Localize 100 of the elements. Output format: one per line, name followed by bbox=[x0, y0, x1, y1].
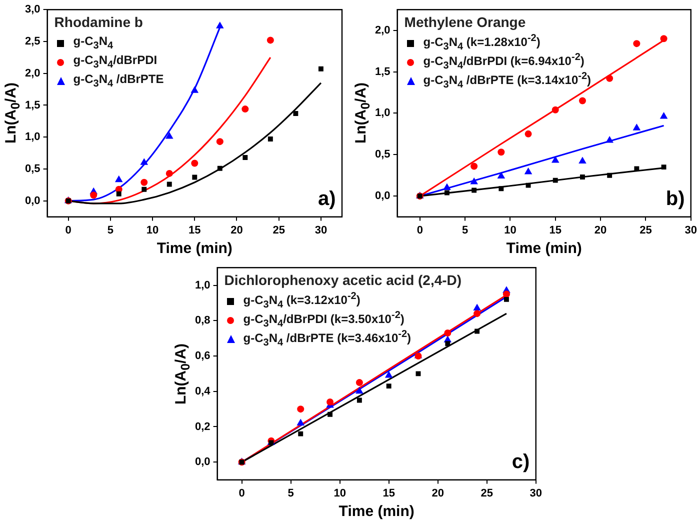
x-tick-label: 25 bbox=[640, 224, 652, 236]
y-tick-label: 2,0 bbox=[374, 24, 390, 36]
point bbox=[216, 22, 224, 28]
point bbox=[116, 191, 122, 196]
x-tick-label: 5 bbox=[107, 224, 114, 236]
x-tick-label: 25 bbox=[480, 487, 493, 500]
x-tick-label: 20 bbox=[432, 487, 444, 500]
legend-label: g-C$_{3}$N$_{4}$ /dBrPTE bbox=[73, 72, 164, 90]
y-tick-label: 1,5 bbox=[374, 66, 390, 78]
point bbox=[524, 130, 532, 138]
y-tick-label: 0,5 bbox=[24, 163, 40, 176]
chart-title: Methylene Orange bbox=[404, 14, 526, 30]
y-tick-label: 0,8 bbox=[194, 314, 210, 327]
x-tick-label: 30 bbox=[530, 487, 542, 500]
point bbox=[166, 170, 173, 177]
point bbox=[384, 370, 393, 378]
point bbox=[660, 112, 668, 119]
point bbox=[634, 166, 640, 172]
x-tick-label: 20 bbox=[594, 224, 607, 236]
point bbox=[526, 182, 531, 188]
point bbox=[524, 168, 532, 174]
point bbox=[356, 398, 362, 403]
legend-label: g-C$_{3}$N$_{4}$ (k=1.28x10$^{-2}$) bbox=[423, 33, 540, 53]
point bbox=[473, 304, 481, 311]
point bbox=[498, 186, 504, 192]
point bbox=[296, 418, 305, 426]
x-tick-label: 0 bbox=[238, 487, 245, 500]
point bbox=[443, 183, 451, 190]
legend-label: g-C$_{3}$N$_{4}$ bbox=[73, 34, 114, 52]
x-tick-label: 30 bbox=[314, 224, 328, 236]
point bbox=[551, 156, 560, 163]
legend-label: g-C$_{3}$N$_{4}$ (k=3.12x10$^{-2}$) bbox=[243, 291, 360, 311]
point bbox=[497, 172, 506, 178]
x-tick-label: 25 bbox=[272, 224, 285, 236]
x-axis-title: Time (min) bbox=[156, 240, 232, 258]
y-tick-label: 1,0 bbox=[374, 107, 390, 120]
legend-label: g-C$_{3}$N$_{4}$ /dBrPTE (k=3.46x10$^{-2}$) bbox=[243, 329, 412, 349]
y-tick-label: 1,0 bbox=[24, 131, 40, 144]
x-tick-label: 10 bbox=[146, 224, 159, 236]
point bbox=[356, 379, 363, 386]
point bbox=[217, 166, 222, 171]
legend-label: g-C$_{3}$N$_{4}$ /dBrPTE (k=3.14x10$^{-2}$) bbox=[423, 71, 592, 91]
x-axis-title: Time (min) bbox=[506, 240, 582, 258]
point bbox=[504, 296, 509, 302]
point bbox=[445, 341, 450, 346]
legend-label: g-C$_{3}$N$_{4}$/dBrPDI (k=6.94x10$^{-2}$) bbox=[423, 52, 584, 72]
y-tick-label: 0,4 bbox=[194, 385, 212, 398]
point bbox=[633, 40, 640, 48]
point bbox=[472, 188, 477, 193]
point bbox=[552, 106, 559, 114]
point bbox=[328, 412, 332, 417]
point bbox=[552, 178, 558, 183]
x-tick-label: 0 bbox=[416, 224, 423, 236]
point bbox=[165, 132, 174, 139]
y-tick-label: 2,5 bbox=[24, 36, 40, 48]
point bbox=[356, 386, 364, 394]
point bbox=[90, 192, 98, 199]
point bbox=[318, 66, 324, 72]
point bbox=[661, 164, 666, 170]
point bbox=[298, 431, 304, 436]
chart-title: Rhodamine b bbox=[54, 14, 143, 30]
point bbox=[474, 328, 480, 334]
annotation: a) bbox=[318, 188, 336, 211]
point bbox=[293, 111, 298, 116]
legend-label: g-C$_{3}$N$_{4}$/dBrPDI (k=3.50x10$^{-2}$) bbox=[243, 310, 404, 330]
y-tick-label: 1,0 bbox=[194, 279, 210, 292]
point bbox=[416, 371, 421, 376]
point bbox=[216, 138, 224, 146]
point bbox=[498, 148, 505, 156]
x-axis-title: Time (min) bbox=[338, 503, 414, 520]
point bbox=[444, 190, 450, 196]
y-tick-label: 1,5 bbox=[24, 99, 40, 112]
point bbox=[242, 155, 248, 160]
x-tick-label: 5 bbox=[462, 224, 468, 236]
point bbox=[191, 160, 198, 167]
point bbox=[140, 178, 148, 186]
y-tick-label: 0,6 bbox=[194, 350, 210, 362]
legend-label: g-C$_{3}$N$_{4}$/dBrPDI bbox=[73, 53, 158, 71]
y-tick-label: 0,2 bbox=[194, 420, 210, 433]
point bbox=[386, 384, 392, 389]
x-tick-label: 15 bbox=[382, 487, 395, 500]
point bbox=[190, 86, 199, 93]
point bbox=[140, 158, 148, 165]
point bbox=[578, 156, 586, 164]
point bbox=[192, 174, 198, 180]
x-tick-label: 5 bbox=[288, 487, 294, 500]
point bbox=[502, 290, 510, 298]
chart-title: Dichlorophenoxy acetic acid (2,4-D) bbox=[224, 272, 462, 288]
point bbox=[470, 162, 478, 170]
y-tick-label: 0,0 bbox=[194, 456, 210, 468]
point bbox=[470, 177, 478, 184]
point bbox=[580, 174, 585, 180]
x-tick-label: 15 bbox=[549, 224, 562, 236]
point bbox=[166, 182, 172, 187]
point bbox=[606, 136, 614, 143]
point bbox=[268, 136, 273, 142]
point bbox=[114, 175, 123, 182]
x-tick-label: 30 bbox=[684, 224, 698, 236]
y-tick-label: 0,0 bbox=[374, 190, 390, 202]
y-tick-label: 0,0 bbox=[24, 194, 40, 207]
